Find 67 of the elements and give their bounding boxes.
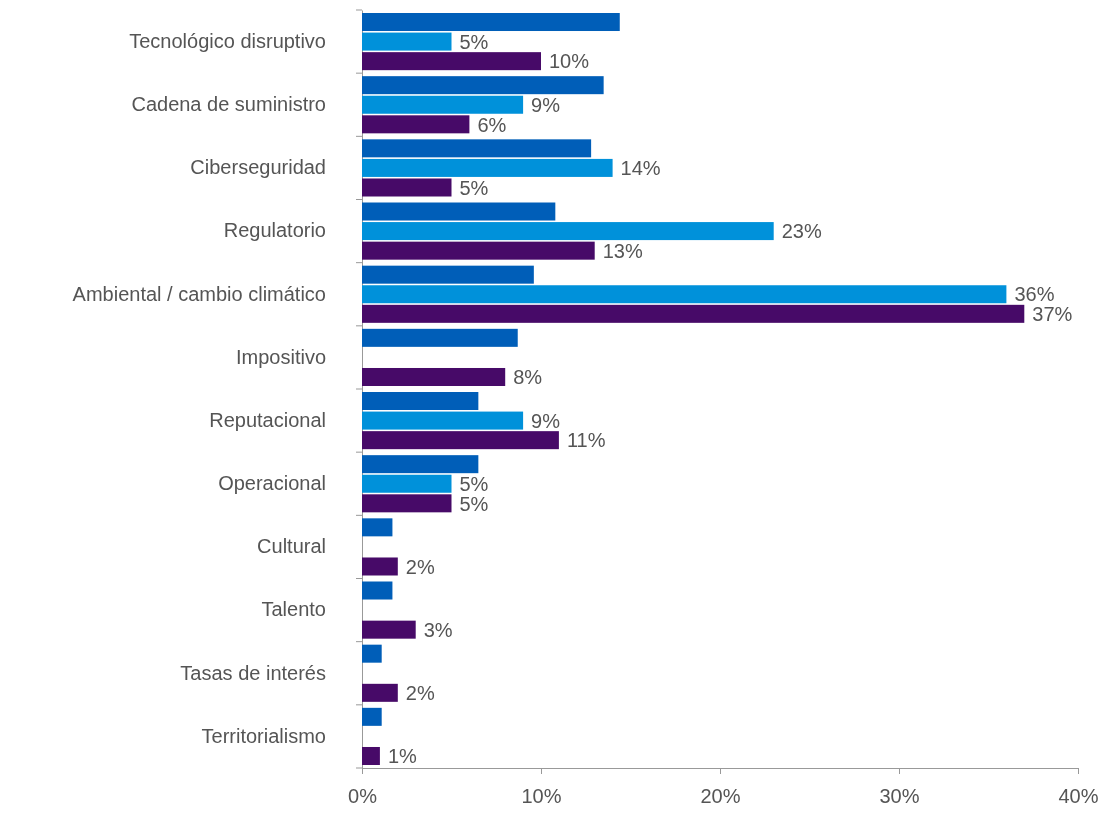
data-label: 2% <box>405 682 435 705</box>
x-tick-label: 0% <box>348 785 378 807</box>
bar <box>362 411 524 430</box>
y-tick-label: Regulatorio <box>223 219 326 242</box>
bar <box>362 241 595 260</box>
bar <box>362 222 774 241</box>
bar <box>362 285 1007 304</box>
bar <box>362 115 470 134</box>
bar <box>362 158 613 177</box>
x-tick-label: 20% <box>700 785 741 807</box>
bar <box>362 328 518 347</box>
data-label: 5% <box>459 30 489 53</box>
bar <box>362 455 479 474</box>
data-label: 23% <box>781 220 822 243</box>
bar <box>362 76 604 95</box>
data-label: 9% <box>531 409 561 432</box>
y-tick-label: Talento <box>261 598 326 621</box>
bar <box>362 746 380 765</box>
data-label: 9% <box>531 93 561 116</box>
data-label: 11% <box>566 429 606 452</box>
y-tick-label: Impositivo <box>235 345 326 368</box>
y-tick-label: Ambiental / cambio climático <box>72 282 326 305</box>
data-label: 36% <box>1014 283 1055 306</box>
data-label: 5% <box>459 176 489 199</box>
data-label: 5% <box>459 472 489 495</box>
bar <box>362 95 524 114</box>
bar <box>362 304 1025 323</box>
bar <box>362 620 416 639</box>
bar <box>362 202 556 221</box>
y-tick-label: Tecnológico disruptivo <box>129 29 326 52</box>
y-tick-label: Cadena de suministro <box>131 93 326 116</box>
bar <box>362 13 620 32</box>
bar <box>362 431 559 450</box>
bar <box>362 139 592 158</box>
bar <box>362 265 534 284</box>
bar <box>362 683 398 702</box>
y-tick-label: Reputacional <box>209 408 326 431</box>
y-tick-label: Operacional <box>218 472 326 495</box>
bar <box>362 392 479 411</box>
bar <box>362 518 393 537</box>
bar <box>362 581 393 600</box>
y-tick-label: Territorialismo <box>201 724 326 747</box>
data-label: 37% <box>1032 303 1073 326</box>
data-label: 1% <box>387 745 418 768</box>
data-label: 10% <box>549 50 590 73</box>
y-tick-label: Tasas de interés <box>180 661 326 684</box>
data-label: 13% <box>602 239 643 262</box>
bar <box>362 367 506 386</box>
x-tick-label: 30% <box>879 785 920 807</box>
bar <box>362 52 541 71</box>
bar <box>362 178 452 197</box>
y-tick-label: Ciberseguridad <box>190 156 326 179</box>
bar <box>362 474 452 493</box>
bar <box>362 494 452 513</box>
x-tick-label: 10% <box>521 785 562 807</box>
bar <box>362 32 452 51</box>
data-label: 8% <box>513 366 543 389</box>
data-label: 14% <box>620 157 661 180</box>
data-label: 5% <box>459 492 489 515</box>
x-tick-label: 40% <box>1058 785 1099 807</box>
y-tick-label: Cultural <box>257 535 326 558</box>
data-label: 3% <box>423 618 453 641</box>
bar <box>362 644 382 663</box>
data-label: 6% <box>477 113 507 136</box>
data-label: 2% <box>405 555 435 578</box>
bar <box>362 557 398 576</box>
bar <box>362 707 382 726</box>
